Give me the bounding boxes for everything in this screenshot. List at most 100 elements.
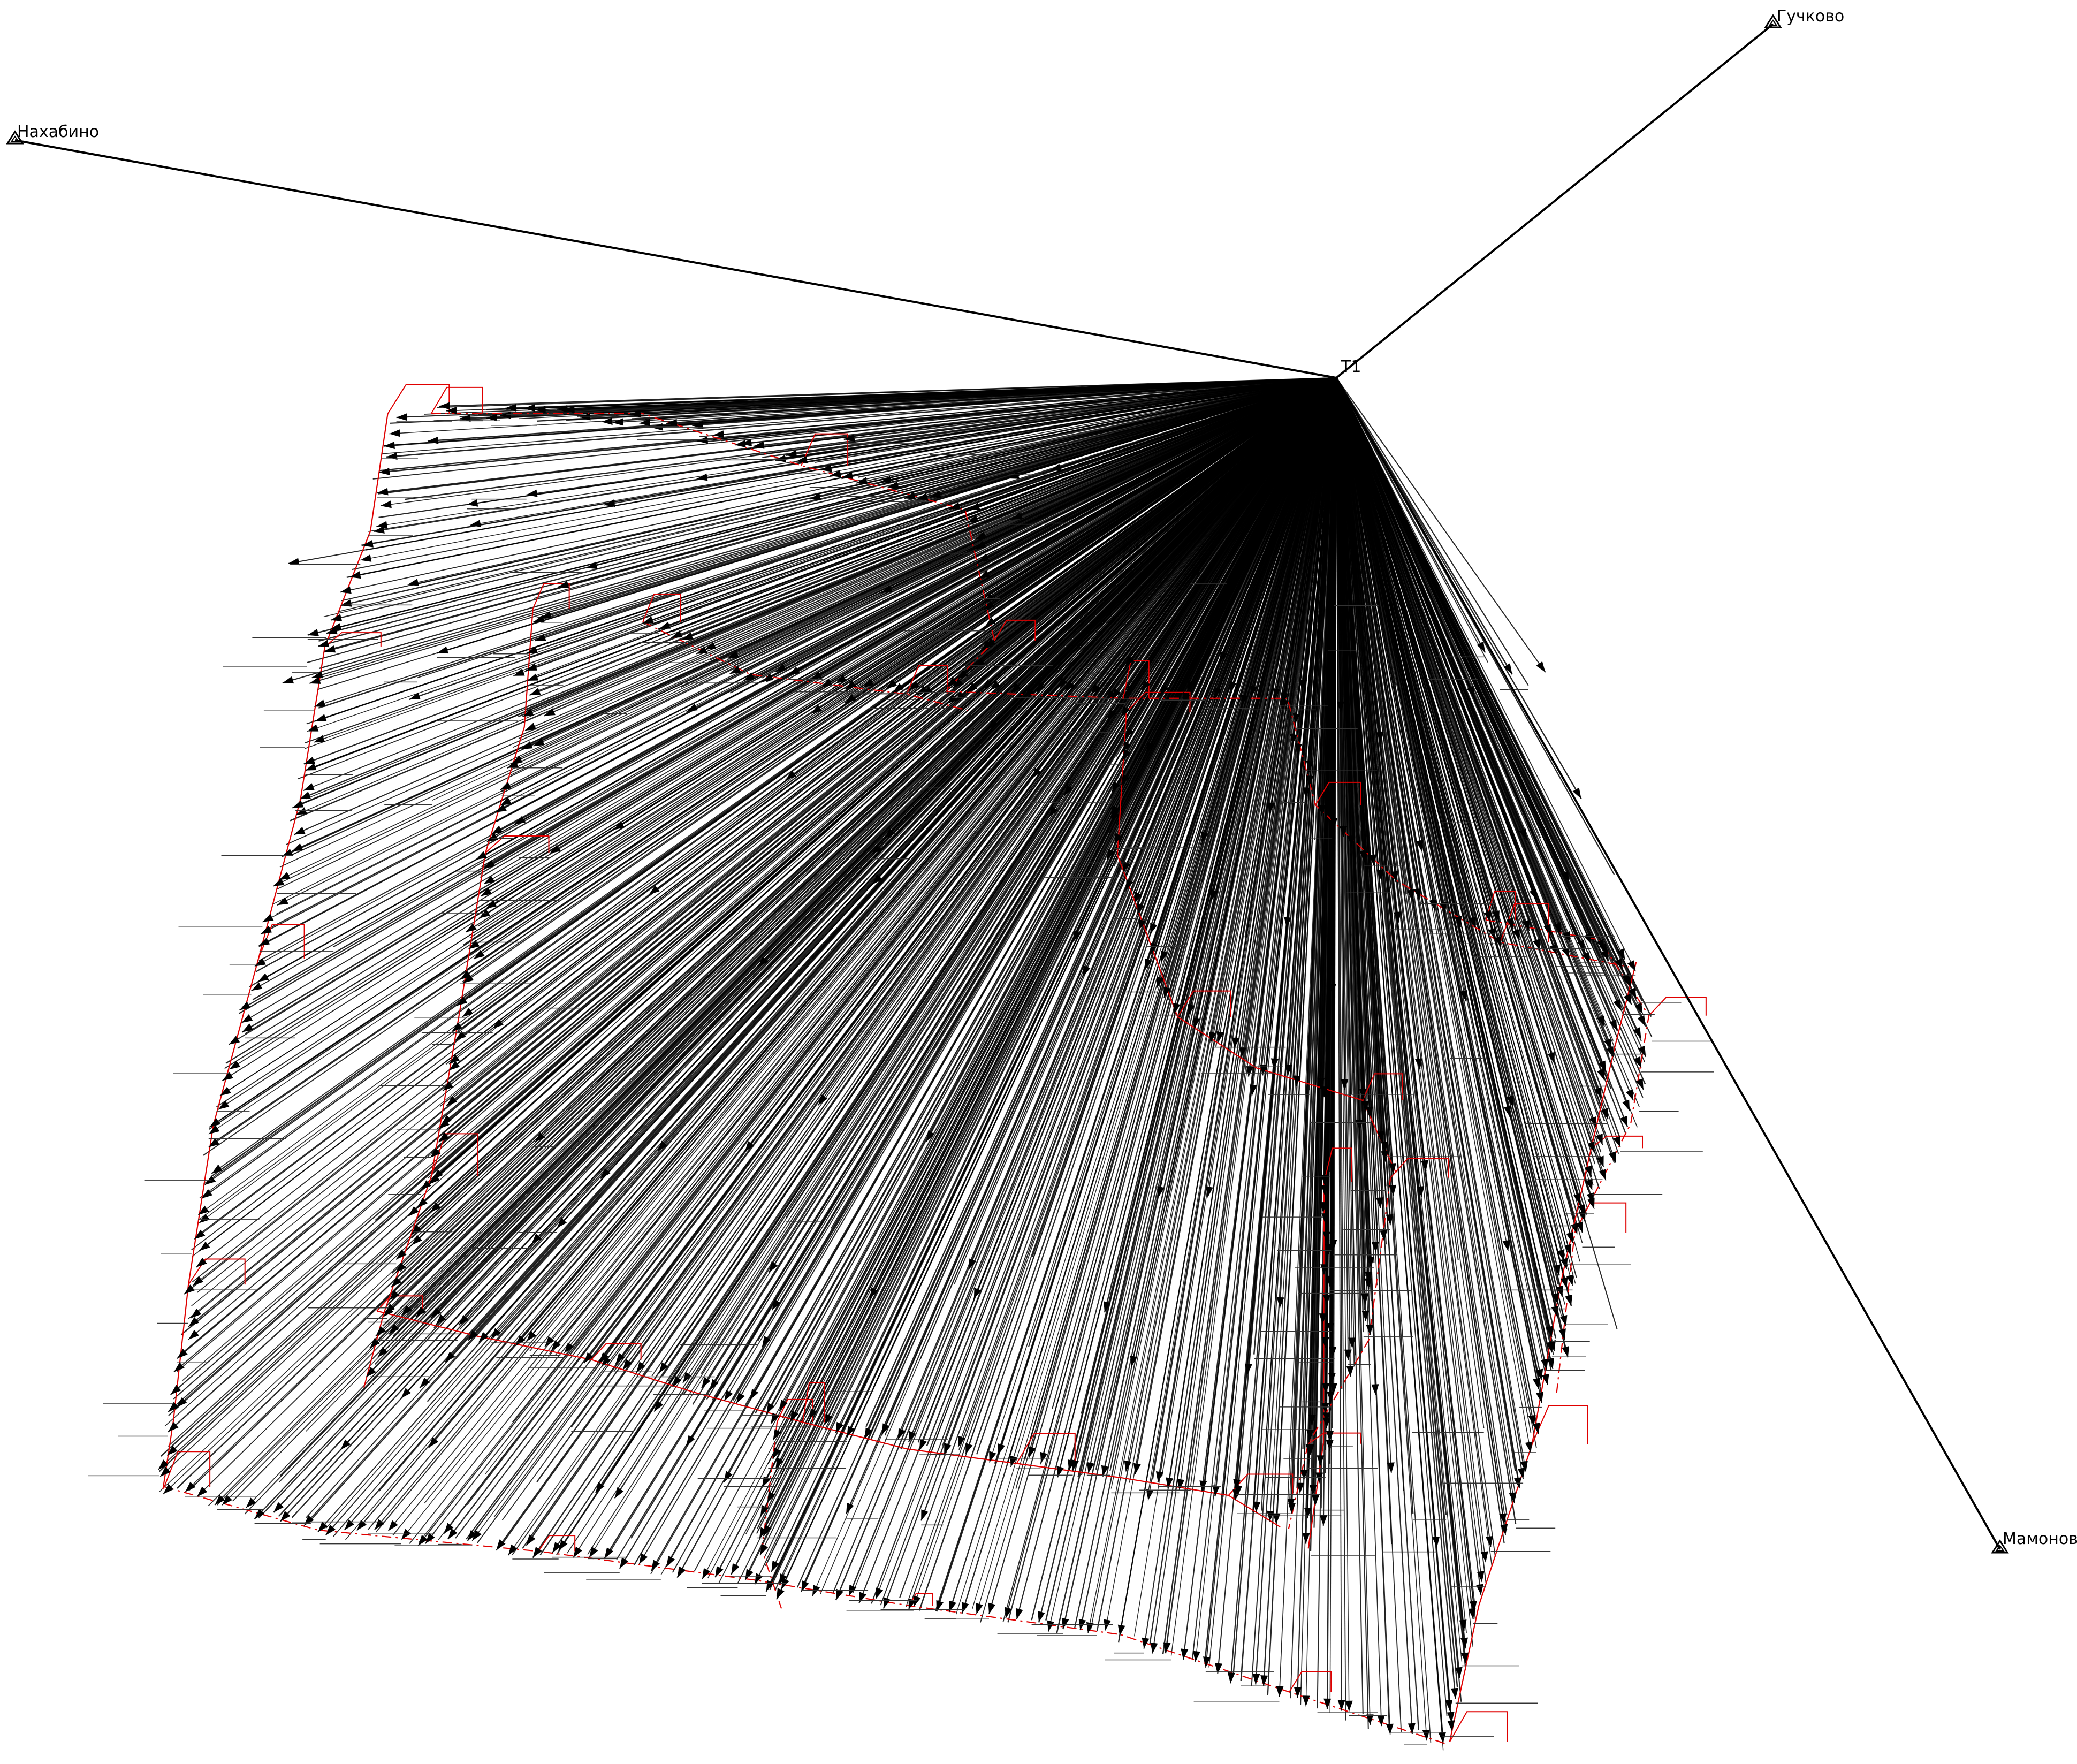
traverse-segment (1323, 1147, 1352, 1182)
observation-ray (534, 377, 1337, 1143)
observation-ray (444, 377, 1337, 1534)
arrowhead-icon (1341, 1079, 1349, 1090)
arrowhead-icon (976, 1603, 983, 1615)
observation-ray (1247, 377, 1337, 1077)
arrowhead-icon (1454, 916, 1462, 927)
arrowhead-icon (1587, 1141, 1595, 1153)
arrowhead-icon (974, 541, 986, 549)
observation-ray (482, 377, 1337, 1340)
arrowhead-icon (1186, 680, 1195, 692)
observation-ray (1148, 377, 1337, 1492)
arrowhead-icon (604, 1547, 613, 1558)
arrowhead-icon (1533, 1423, 1540, 1434)
arrowhead-icon (1365, 1272, 1373, 1283)
arrowhead-icon (760, 1544, 769, 1555)
arrowhead-icon (199, 1213, 210, 1223)
arrowhead-icon (292, 843, 303, 851)
arrowhead-icon (944, 1443, 952, 1455)
observation-ray (307, 377, 1337, 664)
arrowhead-icon (459, 1314, 469, 1325)
arrowhead-icon (584, 1352, 594, 1363)
observation-ray (408, 377, 1337, 1217)
arrowhead-icon (859, 1592, 867, 1603)
arrowhead-icon (1037, 1611, 1045, 1623)
arrowhead-icon (486, 833, 498, 842)
observation-ray (610, 377, 1337, 1474)
observation-ray (735, 377, 1337, 1404)
observation-ray (1335, 377, 1414, 1514)
arrowhead-icon (525, 723, 537, 731)
observation-ray (386, 377, 1337, 1314)
arrowhead-icon (1106, 689, 1116, 701)
arrowhead-icon (811, 671, 822, 680)
arrowhead-icon (1346, 1366, 1354, 1377)
arrowhead-icon (1623, 993, 1632, 1005)
observation-ray (1335, 377, 1443, 1732)
arrowhead-icon (396, 1249, 407, 1260)
arrowhead-icon (988, 1602, 996, 1614)
arrowhead-icon (1608, 1151, 1616, 1163)
arrowhead-icon (973, 1288, 982, 1299)
observation-ray (1335, 377, 1517, 1524)
arrowhead-icon (1439, 902, 1447, 913)
arrowhead-icon (1628, 987, 1637, 999)
arrowhead-icon (366, 1367, 376, 1378)
observation-ray (658, 377, 1337, 630)
arrowhead-icon (1193, 1017, 1200, 1029)
observation-ray (1336, 377, 1595, 1210)
arrowhead-icon (696, 473, 708, 481)
observation-ray (645, 377, 1337, 420)
observation-ray (1336, 377, 1618, 1329)
arrowhead-icon (1064, 785, 1074, 796)
arrowhead-icon (1322, 1231, 1330, 1243)
observation-ray (1007, 377, 1337, 1463)
arrowhead-icon (1035, 682, 1046, 693)
arrowhead-icon (1381, 1141, 1389, 1153)
arrowhead-icon (715, 1566, 724, 1578)
arrowhead-icon (428, 436, 439, 444)
arrowhead-icon (1598, 1060, 1606, 1072)
arrowhead-icon (1205, 1186, 1213, 1198)
arrowhead-icon (1364, 1278, 1372, 1289)
arrowhead-icon (969, 503, 980, 510)
arrowhead-icon (1309, 1485, 1317, 1496)
observation-ray (544, 377, 1337, 1348)
observation-ray (1310, 377, 1337, 1455)
observation-ray (1207, 377, 1337, 1198)
arrowhead-icon (1623, 976, 1632, 988)
arrowhead-icon (376, 1326, 386, 1336)
arrowhead-icon (491, 1328, 501, 1339)
arrowhead-icon (1529, 888, 1537, 900)
arrowhead-icon (926, 1130, 935, 1142)
arrowhead-icon (671, 630, 682, 638)
arrowhead-icon (736, 1392, 745, 1404)
arrowhead-icon (724, 1390, 733, 1401)
arrowhead-icon (1344, 1349, 1352, 1360)
observation-ray (1301, 377, 1337, 691)
arrowhead-icon (810, 493, 821, 500)
arrowhead-icon (772, 1299, 781, 1311)
arrowhead-icon (786, 450, 797, 458)
arrowhead-icon (273, 878, 285, 886)
arrowhead-icon (766, 1403, 775, 1414)
arrowhead-icon (871, 844, 882, 855)
arrowhead-icon (303, 783, 315, 791)
observation-ray (597, 377, 1337, 1364)
observation-ray (292, 377, 1337, 809)
observation-ray (1048, 377, 1337, 818)
arrowhead-icon (922, 686, 933, 696)
arrowhead-icon (191, 1308, 202, 1318)
arrowhead-icon (1506, 917, 1514, 929)
observation-ray (287, 377, 1337, 1075)
observation-ray (1227, 377, 1337, 610)
observation-ray (454, 377, 1337, 930)
arrowhead-icon (672, 1375, 682, 1387)
observation-ray (440, 377, 1337, 935)
arrowhead-icon (1541, 1358, 1548, 1370)
arrowhead-icon (527, 1330, 537, 1342)
arrowhead-icon (983, 594, 994, 603)
observation-ray (607, 377, 1337, 1023)
arrowhead-icon (1337, 1700, 1345, 1711)
arrowhead-icon (1028, 1446, 1036, 1458)
arrowhead-icon (508, 1544, 518, 1556)
